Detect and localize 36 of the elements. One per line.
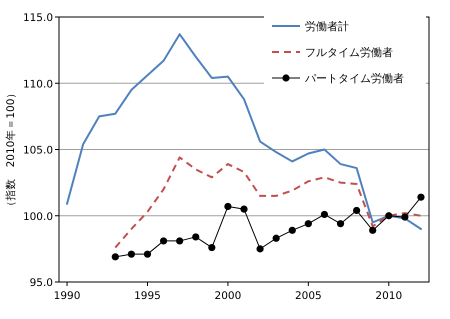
line-series	[114, 156, 422, 249]
y-tick-label: 95.0	[30, 277, 53, 289]
point	[401, 213, 408, 221]
x-tick-label: 2000	[214, 290, 242, 302]
legend-label: 労働者計	[305, 20, 349, 33]
point	[208, 244, 216, 252]
point	[176, 237, 184, 245]
point	[224, 202, 232, 210]
y-tick-label: 100.0	[22, 210, 53, 223]
point	[336, 220, 344, 228]
point	[304, 220, 312, 228]
legend-label: パートタイム労働者	[304, 72, 404, 85]
y-axis-title: （指数 2010年＝100）	[5, 88, 17, 212]
point	[272, 234, 280, 242]
point	[128, 250, 135, 258]
point	[112, 253, 119, 260]
y-tick-label: 105.0	[22, 144, 53, 156]
point	[240, 206, 248, 213]
point	[192, 233, 200, 241]
point	[256, 245, 264, 252]
legend-label: フルタイム労働者	[305, 46, 393, 59]
point	[353, 206, 360, 214]
x-tick-label: 2010	[375, 290, 402, 302]
point	[385, 212, 392, 220]
point	[288, 226, 296, 234]
line-series	[66, 33, 422, 230]
point	[320, 210, 328, 218]
x-tick-label: 1995	[134, 290, 161, 302]
y-tick-label: 115.0	[22, 12, 53, 24]
point	[417, 194, 425, 201]
x-tick-label: 1990	[54, 290, 80, 302]
point	[160, 237, 168, 245]
point	[369, 226, 376, 234]
y-tick-label: 110.0	[22, 78, 53, 90]
point	[144, 250, 152, 258]
x-tick-label: 2005	[294, 290, 322, 302]
